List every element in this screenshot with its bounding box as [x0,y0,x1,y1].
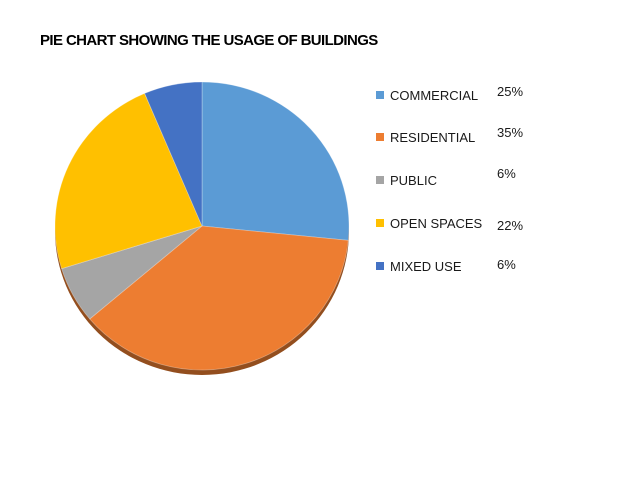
legend-swatch [376,219,384,227]
legend-label: COMMERCIAL [390,87,479,103]
data-label-public: 6% [497,166,516,181]
legend-swatch [376,91,384,99]
pie-slice-residential [89,225,349,371]
data-label-residential: 35% [497,125,524,140]
legend-item-mixed-use: MIXED USE [376,257,462,275]
data-label-commercial: 25% [497,84,524,99]
legend-swatch [376,176,384,184]
legend-item-public: PUBLIC [376,171,437,189]
data-label-open-spaces: 22% [497,218,524,233]
pie-slice-public [61,225,203,320]
chart-title: PIE CHART SHOWING THE USAGE OF BUILDINGS [40,32,378,49]
legend-label: RESIDENTIAL [390,129,476,145]
pie-slice-open-spaces [54,92,203,270]
legend-item-commercial: COMMERCIAL [376,86,478,104]
legend-label: PUBLIC [390,172,437,188]
legend-swatch [376,262,384,270]
legend-label: MIXED USE [390,258,462,274]
legend-label: OPEN SPACES [390,215,483,231]
legend-item-residential: RESIDENTIAL [376,128,475,146]
data-label-mixed-use: 6% [497,257,516,272]
pie-slice-commercial [201,81,350,241]
pie-slice-mixed-use [144,81,203,227]
legend-swatch [376,133,384,141]
legend-item-open-spaces: OPEN SPACES [376,214,482,232]
